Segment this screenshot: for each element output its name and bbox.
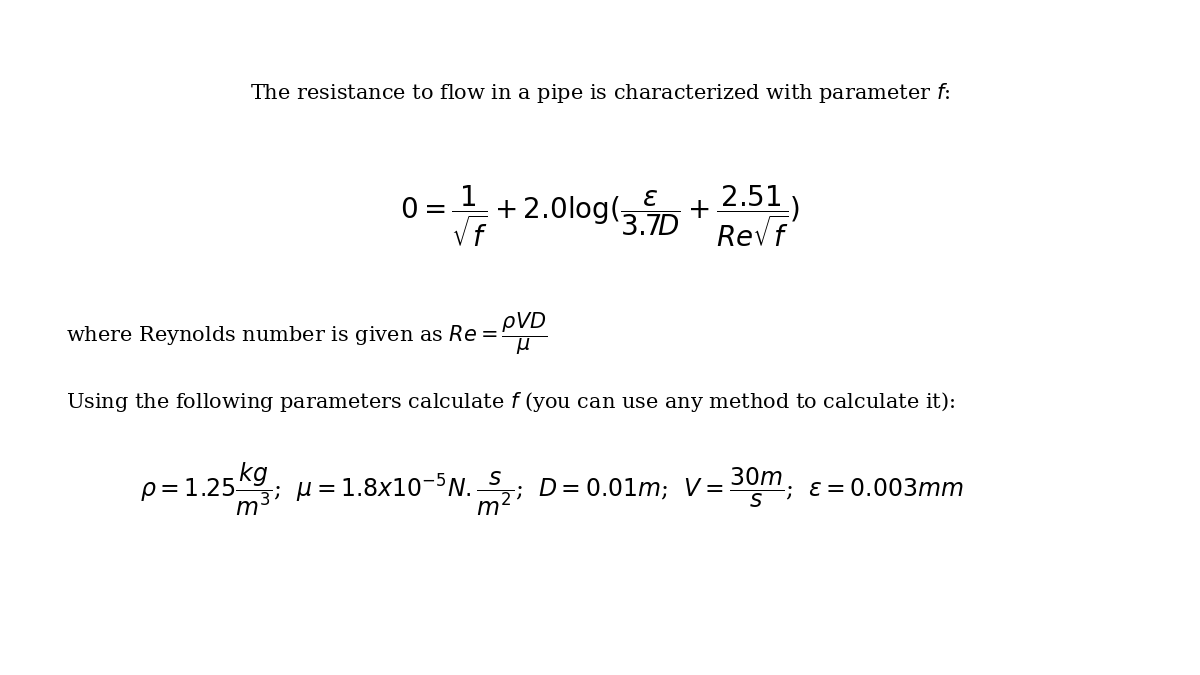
- Text: The resistance to flow in a pipe is characterized with parameter $\mathit{f}$:: The resistance to flow in a pipe is char…: [250, 81, 950, 105]
- Text: where Reynolds number is given as $Re = \dfrac{\rho VD}{\mu}$: where Reynolds number is given as $Re = …: [66, 311, 547, 357]
- Text: $\rho = 1.25\dfrac{kg}{m^3}$;  $\mu = 1.8x10^{-5}N.\dfrac{s}{m^2}$;  $D = 0.01m$: $\rho = 1.25\dfrac{kg}{m^3}$; $\mu = 1.8…: [140, 460, 964, 518]
- Text: $0 = \dfrac{1}{\sqrt{f}} + 2.0\log(\dfrac{\varepsilon}{3.7D} + \dfrac{2.51}{Re\s: $0 = \dfrac{1}{\sqrt{f}} + 2.0\log(\dfra…: [400, 183, 800, 249]
- Text: Using the following parameters calculate $\mathit{f}$ (you can use any method to: Using the following parameters calculate…: [66, 389, 955, 414]
